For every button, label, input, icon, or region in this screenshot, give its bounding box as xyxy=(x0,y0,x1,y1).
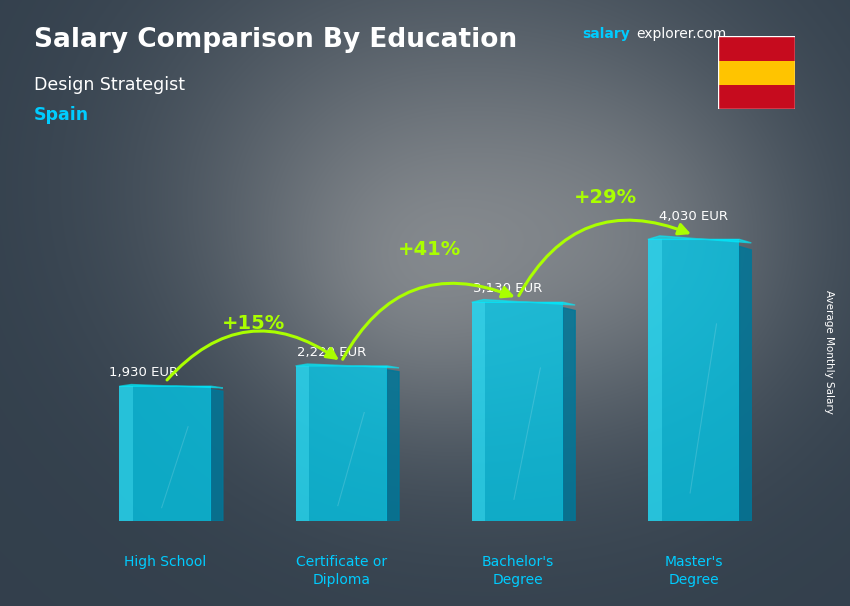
Bar xyxy=(119,386,133,521)
Text: Spain: Spain xyxy=(34,106,89,124)
Polygon shape xyxy=(740,247,751,521)
Bar xyxy=(648,239,661,521)
Text: Bachelor's
Degree: Bachelor's Degree xyxy=(481,554,553,587)
Text: 2,220 EUR: 2,220 EUR xyxy=(298,346,366,359)
Polygon shape xyxy=(564,308,575,521)
Polygon shape xyxy=(472,299,575,305)
Polygon shape xyxy=(648,236,751,243)
Bar xyxy=(648,239,740,521)
Text: 3,130 EUR: 3,130 EUR xyxy=(473,282,542,295)
Polygon shape xyxy=(387,370,399,521)
Bar xyxy=(296,366,387,521)
Polygon shape xyxy=(119,385,223,388)
Text: Certificate or
Diploma: Certificate or Diploma xyxy=(296,554,387,587)
Text: High School: High School xyxy=(124,554,207,568)
Polygon shape xyxy=(296,364,399,368)
Bar xyxy=(296,366,309,521)
Text: 1,930 EUR: 1,930 EUR xyxy=(109,366,178,379)
Text: +29%: +29% xyxy=(574,188,638,207)
Text: +41%: +41% xyxy=(398,241,461,259)
Text: salary: salary xyxy=(582,27,630,41)
Bar xyxy=(119,386,211,521)
Text: explorer.com: explorer.com xyxy=(636,27,726,41)
Text: Salary Comparison By Education: Salary Comparison By Education xyxy=(34,27,517,53)
Bar xyxy=(472,302,485,521)
Polygon shape xyxy=(211,390,223,521)
Text: +15%: +15% xyxy=(222,315,285,333)
Bar xyxy=(718,36,795,61)
Bar xyxy=(472,302,564,521)
Bar xyxy=(718,85,795,109)
Text: Design Strategist: Design Strategist xyxy=(34,76,185,94)
Text: Average Monthly Salary: Average Monthly Salary xyxy=(824,290,834,413)
Text: 4,030 EUR: 4,030 EUR xyxy=(659,210,728,223)
Text: Master's
Degree: Master's Degree xyxy=(665,554,722,587)
Bar xyxy=(718,61,795,85)
